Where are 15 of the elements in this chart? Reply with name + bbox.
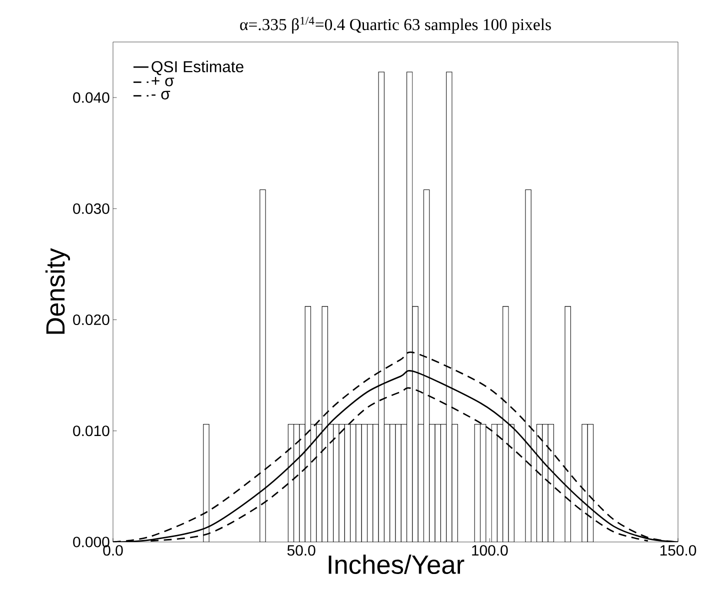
y-tick-label: 0.020: [73, 314, 110, 326]
y-tick-label: 0.040: [73, 92, 110, 103]
x-axis-title: Inches/Year: [328, 554, 464, 574]
x-tick-label: 0.0: [103, 545, 123, 556]
x-tick-label: 100.0: [472, 545, 508, 556]
legend-label: QSI Estimate: [152, 60, 244, 76]
legend-label: - σ: [152, 90, 170, 100]
legend-label: + σ: [152, 76, 174, 86]
x-tick-label: 150.0: [660, 545, 696, 556]
chart-title: α=.335 β$^{1/4}$=0.4 Quartic 63 samples 100 pixels: [240, 16, 551, 34]
y-tick-label: 0.030: [73, 203, 110, 214]
y-tick-label: 0.000: [73, 536, 110, 548]
y-tick-label: 0.010: [73, 426, 110, 436]
x-tick-label: 50.0: [287, 545, 316, 556]
y-axis-title: Density: [45, 248, 70, 334]
